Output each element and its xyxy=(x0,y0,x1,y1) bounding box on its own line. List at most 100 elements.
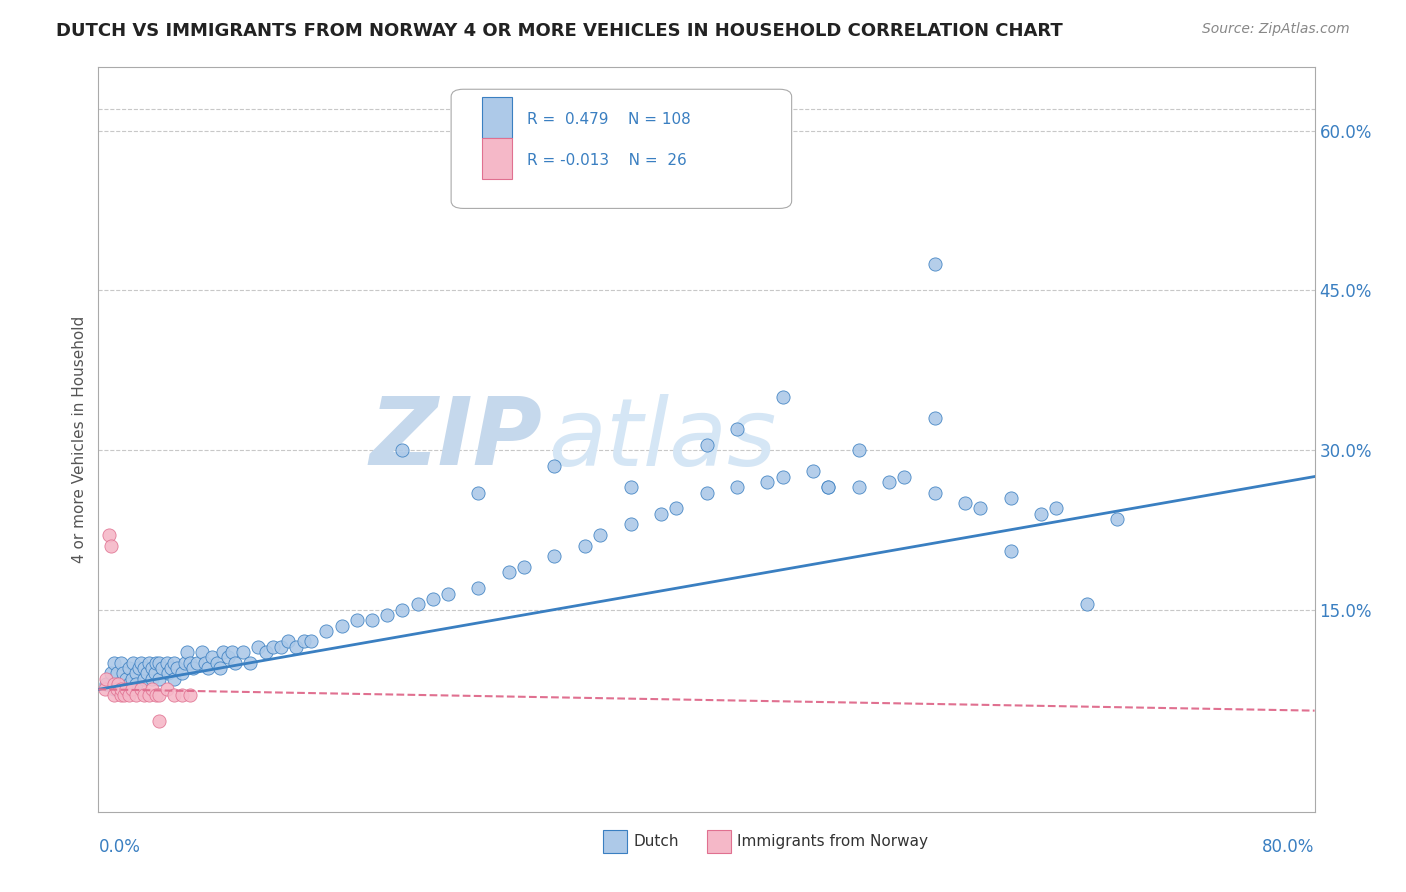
Point xyxy=(148,714,170,729)
Point xyxy=(121,682,143,697)
Point xyxy=(122,656,145,670)
Point xyxy=(111,666,134,681)
Point xyxy=(1000,491,1022,505)
Point xyxy=(186,656,208,670)
Point xyxy=(467,582,489,596)
Point xyxy=(232,645,254,659)
Point xyxy=(132,688,155,702)
Point xyxy=(148,672,170,686)
Point xyxy=(163,672,186,686)
Point xyxy=(100,666,122,681)
Point xyxy=(125,677,148,691)
Point xyxy=(105,682,128,697)
Point xyxy=(224,656,246,670)
Point xyxy=(191,645,214,659)
Point xyxy=(406,597,429,611)
Point xyxy=(650,507,672,521)
FancyBboxPatch shape xyxy=(451,89,792,209)
Point xyxy=(848,442,870,457)
Point xyxy=(924,411,946,425)
Point xyxy=(156,682,179,697)
Point xyxy=(543,549,565,564)
Point xyxy=(103,682,125,697)
Point xyxy=(361,613,384,627)
Point xyxy=(163,656,186,670)
Point xyxy=(619,517,641,532)
Point xyxy=(589,528,612,542)
Y-axis label: 4 or more Vehicles in Household: 4 or more Vehicles in Household xyxy=(72,316,87,563)
Text: 80.0%: 80.0% xyxy=(1263,838,1315,855)
Point xyxy=(217,650,239,665)
Point xyxy=(181,661,204,675)
Point xyxy=(129,682,152,697)
Text: Dutch: Dutch xyxy=(634,834,679,849)
Point xyxy=(166,661,188,675)
Point xyxy=(801,464,824,478)
Point xyxy=(893,469,915,483)
Point xyxy=(212,645,235,659)
Point xyxy=(262,640,284,654)
Point xyxy=(110,688,132,702)
Point xyxy=(105,666,128,681)
Point xyxy=(498,566,520,580)
Point xyxy=(725,422,748,436)
Text: ZIP: ZIP xyxy=(370,393,543,485)
Point xyxy=(118,688,141,702)
Point xyxy=(150,661,173,675)
Point xyxy=(170,666,193,681)
Point xyxy=(118,661,141,675)
Point xyxy=(696,485,718,500)
Point xyxy=(114,682,136,697)
Point xyxy=(467,485,489,500)
Point xyxy=(772,469,794,483)
Text: Source: ZipAtlas.com: Source: ZipAtlas.com xyxy=(1202,22,1350,37)
Text: R =  0.479    N = 108: R = 0.479 N = 108 xyxy=(526,112,690,127)
Point xyxy=(924,485,946,500)
FancyBboxPatch shape xyxy=(603,830,627,853)
Point xyxy=(145,656,167,670)
Point xyxy=(148,688,170,702)
Point xyxy=(756,475,779,489)
Point xyxy=(132,672,155,686)
Point xyxy=(103,688,125,702)
Point xyxy=(114,672,136,686)
Point xyxy=(194,656,217,670)
Point xyxy=(129,656,152,670)
Point xyxy=(437,586,460,600)
Point xyxy=(665,501,688,516)
Point xyxy=(277,634,299,648)
Point xyxy=(1000,544,1022,558)
Text: 0.0%: 0.0% xyxy=(98,838,141,855)
Point xyxy=(817,480,839,494)
Point xyxy=(125,688,148,702)
Point xyxy=(157,666,180,681)
Point xyxy=(107,677,129,691)
Point xyxy=(138,656,160,670)
Point xyxy=(391,442,413,457)
Point xyxy=(696,437,718,451)
Point xyxy=(94,672,117,686)
Point xyxy=(375,607,398,622)
Point xyxy=(619,480,641,494)
Point xyxy=(141,661,163,675)
Point xyxy=(422,591,444,606)
Point xyxy=(103,656,125,670)
Point xyxy=(391,602,413,616)
Point xyxy=(254,645,277,659)
Point xyxy=(156,656,179,670)
Point xyxy=(848,480,870,494)
Point xyxy=(174,656,197,670)
Text: atlas: atlas xyxy=(548,393,776,485)
Point xyxy=(292,634,315,648)
Point xyxy=(98,528,121,542)
Point xyxy=(201,650,224,665)
Point xyxy=(1045,501,1067,516)
Point xyxy=(969,501,991,516)
FancyBboxPatch shape xyxy=(707,830,731,853)
Point xyxy=(110,682,132,697)
Point xyxy=(197,661,219,675)
Point xyxy=(877,475,900,489)
Point xyxy=(136,666,159,681)
Point xyxy=(163,688,186,702)
Point xyxy=(141,672,163,686)
